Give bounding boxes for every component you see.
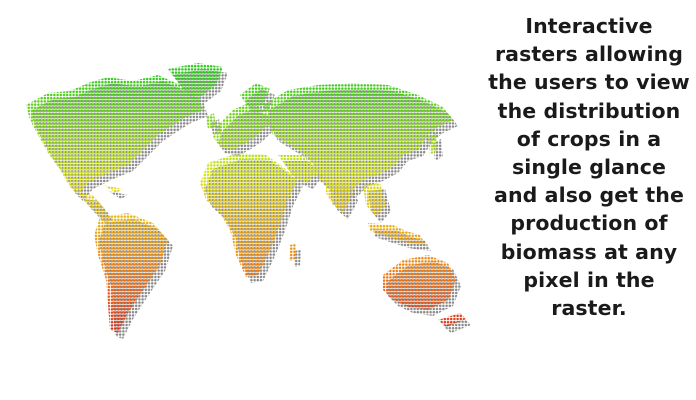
land-dots	[8, 55, 478, 345]
map-land	[8, 55, 478, 345]
world-map-illustration	[8, 55, 478, 345]
dotted-world-map-icon	[8, 55, 478, 345]
caption-text: Interactive rasters allowing the users t…	[488, 14, 690, 321]
